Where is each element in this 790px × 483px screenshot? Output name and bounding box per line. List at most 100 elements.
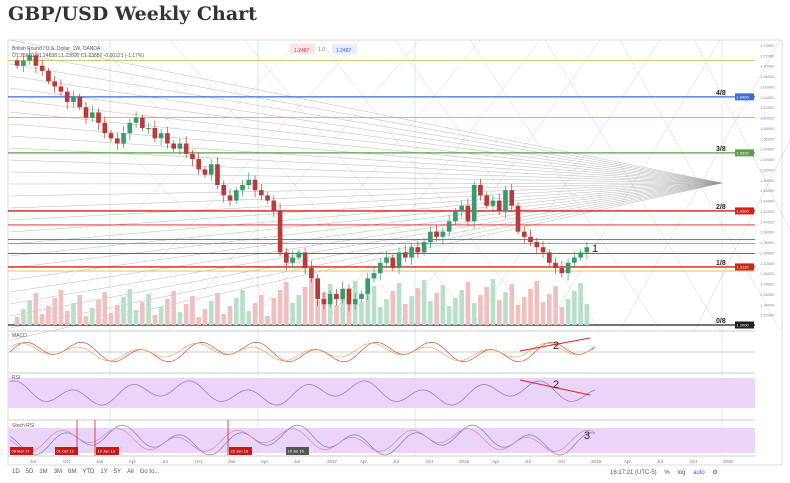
- volume-bar: [252, 303, 258, 325]
- candle-body: [428, 231, 433, 243]
- date-badge: [55, 447, 78, 455]
- log-toggle[interactable]: log: [677, 470, 686, 476]
- percent-toggle[interactable]: %: [664, 470, 670, 476]
- price-tick: 1.74000: [760, 43, 775, 48]
- candle-body: [346, 288, 352, 305]
- sell-price: 1.2487: [294, 48, 310, 54]
- candle-body: [471, 185, 477, 222]
- date-badge-text: 01 Oct 12: [57, 449, 75, 454]
- fan-line: [9, 147, 723, 184]
- candle-body: [89, 112, 95, 118]
- rsi-band: [8, 378, 755, 408]
- candle-body: [202, 169, 208, 175]
- volume-bar: [484, 287, 490, 325]
- range-button[interactable]: Go to...: [139, 469, 160, 475]
- range-button[interactable]: 1D: [12, 469, 20, 475]
- candles[interactable]: [14, 48, 590, 312]
- volume-bar: [190, 296, 195, 325]
- price-axis[interactable]: 1.74000 1.72000 1.70000 1.68000 1.66000 1.640…: [760, 43, 775, 318]
- buy-button[interactable]: [332, 44, 357, 54]
- range-button[interactable]: 3M: [53, 469, 63, 475]
- volume-bar: [27, 301, 32, 325]
- date-badge: [229, 447, 252, 455]
- volume-bar: [453, 298, 458, 325]
- volume-bar: [440, 285, 446, 325]
- time-tick: Oct: [195, 459, 203, 464]
- volume-bar: [496, 300, 502, 325]
- candle-body: [365, 278, 371, 294]
- volume-bar: [540, 302, 546, 325]
- gear-icon[interactable]: ⚙: [712, 470, 718, 476]
- candle-body: [121, 133, 126, 144]
- range-button[interactable]: 6M: [68, 469, 77, 475]
- fan-line: [9, 39, 723, 184]
- volume-bar: [565, 299, 571, 325]
- time-tick: Jul: [30, 459, 36, 464]
- volume-bar: [208, 301, 214, 325]
- volume-bar: [127, 289, 133, 325]
- range-button[interactable]: YTD: [82, 469, 95, 475]
- candle-body: [171, 143, 176, 149]
- murrey-label: 3/8: [716, 146, 726, 153]
- candle-body: [390, 257, 396, 268]
- price-badge: [735, 321, 754, 329]
- range-button[interactable]: 1M: [39, 469, 48, 475]
- cursor-badge-text: 10 Jul 16: [288, 449, 305, 454]
- volume-bar: [77, 295, 83, 325]
- candle-body: [490, 200, 496, 206]
- sell-button[interactable]: [290, 44, 315, 54]
- time-axis[interactable]: Jul Oct Jan Apr Jul Oct Jan Apr Jul 2017 Apr Jul Oct…: [30, 459, 734, 464]
- candle-body: [440, 231, 446, 237]
- stoch-legend: Stoch RSI: [12, 423, 35, 429]
- price-tick: 1.44000: [760, 199, 775, 204]
- price-tick: 1.36000: [760, 240, 775, 245]
- time-tick: 2019: [591, 459, 602, 464]
- clock: 16:17:21 (UTC-5): [610, 470, 657, 476]
- price-tick: 1.62000: [760, 105, 775, 110]
- fan-line: [9, 182, 723, 293]
- candle-body: [277, 210, 283, 253]
- murrey-label: 0/8: [716, 318, 726, 325]
- fan-line: [9, 182, 723, 281]
- murrey-label: 4/8: [716, 90, 726, 97]
- time-tick: Apr: [492, 459, 500, 464]
- price-badge: [735, 207, 754, 215]
- time-tick: Apr: [624, 459, 632, 464]
- price-tick: 1.54000: [760, 147, 775, 152]
- volume-bar: [578, 283, 583, 325]
- price-tick: 1.50000: [760, 167, 775, 172]
- volume-bars: [14, 279, 590, 325]
- candle-body: [321, 299, 327, 305]
- auto-toggle[interactable]: auto: [693, 470, 705, 476]
- price-badge: [735, 149, 754, 157]
- date-badges[interactable]: 06 Mar 17 01 Oct 12 10 Jan 13 23 Jun 16 10 J…: [10, 447, 309, 455]
- candle-body: [71, 96, 76, 103]
- candle-body: [503, 190, 508, 211]
- volume-bar: [315, 300, 320, 325]
- stoch-pane: [9, 420, 596, 456]
- volume-bar: [39, 314, 45, 325]
- price-tick: 1.24000: [760, 302, 775, 307]
- rsi-legend: RSI: [12, 375, 20, 381]
- annotation-2: 2: [553, 340, 559, 352]
- candle-body: [384, 257, 389, 263]
- price-tick: 1.72000: [760, 53, 775, 58]
- range-button[interactable]: All: [127, 469, 134, 475]
- candle-body: [515, 205, 521, 232]
- candle-body: [133, 117, 139, 123]
- time-tick: Oct: [63, 459, 71, 464]
- range-button[interactable]: 1Y: [100, 469, 108, 475]
- price-badge: [735, 263, 754, 271]
- candle-body: [27, 55, 32, 61]
- volume-bar: [471, 303, 477, 325]
- range-button[interactable]: 5Y: [113, 469, 122, 475]
- range-button[interactable]: 5D: [25, 469, 34, 475]
- annotation-1: 1: [592, 243, 598, 255]
- ohlc-legend: O1.25970 H1.24838 L1.23800 C1.23880 -0.0…: [12, 53, 144, 59]
- volume-bar: [534, 281, 540, 325]
- volume-bar: [409, 296, 414, 325]
- volume-bar: [515, 305, 521, 325]
- candle-body: [114, 138, 120, 144]
- volume-bar: [459, 290, 464, 325]
